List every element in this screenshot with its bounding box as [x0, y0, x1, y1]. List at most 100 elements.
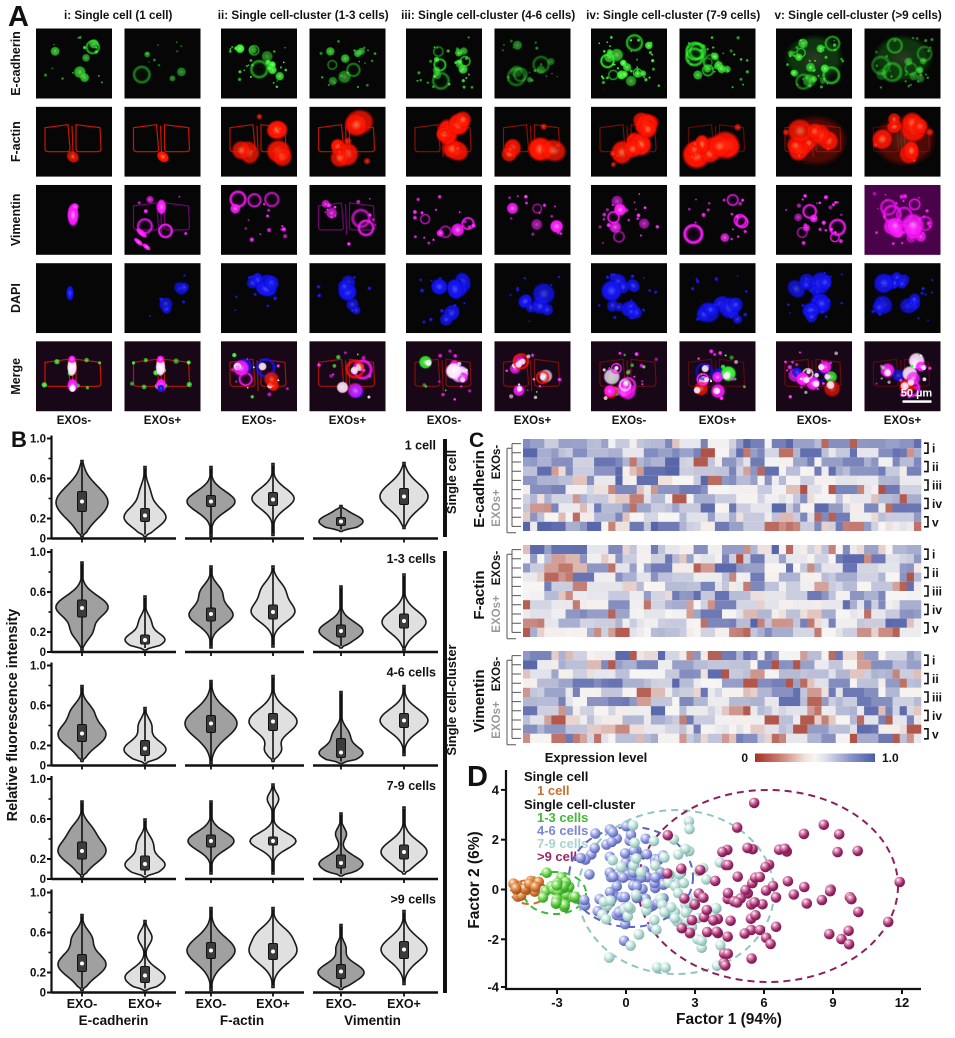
- svg-text:1.0: 1.0: [882, 751, 899, 765]
- svg-text:D: D: [467, 761, 488, 793]
- svg-text:EXOs-: EXOs-: [491, 657, 503, 692]
- svg-text:Single cell: Single cell: [524, 769, 588, 784]
- svg-text:i: i: [932, 548, 935, 562]
- svg-text:Merge: Merge: [9, 358, 23, 395]
- svg-text:0.6: 0.6: [30, 701, 46, 713]
- svg-text:1.0: 1.0: [30, 774, 46, 786]
- svg-text:0.2: 0.2: [30, 514, 46, 526]
- svg-text:Single cell-cluster: Single cell-cluster: [524, 797, 635, 812]
- svg-text:1-3 cells: 1-3 cells: [387, 552, 436, 566]
- svg-text:ii: Single cell-cluster (1-3 c: ii: Single cell-cluster (1-3 cells): [218, 9, 389, 22]
- svg-text:Vimentin: Vimentin: [9, 194, 23, 247]
- svg-text:7-9 cells: 7-9 cells: [537, 836, 588, 851]
- svg-text:4-6 cells: 4-6 cells: [387, 666, 436, 680]
- svg-text:i: i: [932, 654, 935, 668]
- svg-text:6: 6: [760, 995, 767, 1010]
- svg-text:iii: Single cell-cluster (4-6: iii: Single cell-cluster (4-6 cells): [401, 9, 575, 22]
- svg-text:EXOs-: EXOs-: [797, 415, 832, 427]
- svg-text:12: 12: [895, 995, 909, 1010]
- svg-text:EXOs-: EXOs-: [57, 415, 92, 427]
- svg-text:ii: ii: [932, 460, 939, 474]
- svg-text:0: 0: [40, 647, 46, 659]
- svg-text:i: Single cell (1 cell): i: Single cell (1 cell): [64, 9, 173, 22]
- svg-text:>9 cells: >9 cells: [390, 893, 436, 907]
- svg-text:1.0: 1.0: [30, 661, 46, 673]
- svg-text:Single cell-cluster: Single cell-cluster: [444, 644, 459, 755]
- svg-text:0: 0: [741, 751, 748, 765]
- svg-text:1.0: 1.0: [30, 547, 46, 559]
- svg-text:C: C: [469, 429, 484, 452]
- svg-text:7-9 cells: 7-9 cells: [387, 779, 436, 793]
- svg-text:-3: -3: [551, 995, 563, 1010]
- svg-text:-4: -4: [487, 980, 499, 995]
- svg-text:ii: ii: [932, 672, 939, 686]
- svg-text:E-cadherin: E-cadherin: [471, 450, 488, 528]
- svg-text:EXO-: EXO-: [196, 997, 227, 1011]
- svg-text:EXO-: EXO-: [67, 997, 98, 1011]
- svg-text:1-3 cells: 1-3 cells: [537, 810, 588, 825]
- svg-text:EXOs-: EXOs-: [491, 445, 503, 480]
- svg-text:v: v: [932, 621, 939, 635]
- svg-text:EXOs+: EXOs+: [491, 701, 503, 739]
- svg-text:iv: iv: [932, 603, 942, 617]
- svg-text:9: 9: [829, 995, 836, 1010]
- svg-text:EXO+: EXO+: [256, 997, 290, 1011]
- svg-text:A: A: [8, 1, 29, 33]
- svg-text:iii: iii: [932, 585, 942, 599]
- svg-text:1.0: 1.0: [30, 434, 46, 446]
- svg-text:ii: ii: [932, 566, 939, 580]
- svg-text:1 cell: 1 cell: [537, 783, 570, 798]
- svg-text:Relative fluorescence intensit: Relative fluorescence intensity: [5, 609, 21, 822]
- svg-text:E-cadherin: E-cadherin: [9, 31, 23, 96]
- svg-text:EXO-: EXO-: [326, 997, 357, 1011]
- svg-text:0: 0: [622, 995, 629, 1010]
- svg-text:0: 0: [492, 882, 499, 897]
- svg-text:-2: -2: [487, 932, 499, 947]
- svg-text:1.0: 1.0: [30, 888, 46, 900]
- svg-text:EXOs+: EXOs+: [329, 415, 367, 427]
- svg-text:0.2: 0.2: [30, 968, 46, 980]
- svg-text:4-6 cells: 4-6 cells: [537, 823, 588, 838]
- svg-text:i: i: [932, 442, 935, 456]
- svg-text:0.6: 0.6: [30, 814, 46, 826]
- svg-text:iv: iv: [932, 497, 942, 511]
- svg-text:EXOs-: EXOs-: [242, 415, 277, 427]
- svg-text:0.2: 0.2: [30, 627, 46, 639]
- svg-text:E-cadherin: E-cadherin: [79, 1013, 149, 1028]
- svg-text:EXOs+: EXOs+: [514, 415, 552, 427]
- svg-text:Factor 1 (94%): Factor 1 (94%): [676, 1011, 782, 1028]
- svg-text:EXOs+: EXOs+: [491, 595, 503, 633]
- svg-text:0.6: 0.6: [30, 587, 46, 599]
- svg-text:3: 3: [691, 995, 698, 1010]
- svg-text:F-actin: F-actin: [9, 121, 23, 162]
- svg-text:0: 0: [40, 761, 46, 773]
- svg-text:0.6: 0.6: [30, 474, 46, 486]
- svg-text:iii: iii: [932, 479, 942, 493]
- svg-text:B: B: [11, 427, 27, 452]
- svg-text:1 cell: 1 cell: [405, 439, 436, 453]
- svg-text:F-actin: F-actin: [220, 1013, 264, 1028]
- svg-text:Expression level: Expression level: [545, 750, 648, 765]
- svg-text:Single cell: Single cell: [444, 450, 459, 514]
- svg-text:iv: Single cell-cluster (7-9 c: iv: Single cell-cluster (7-9 cells): [586, 9, 760, 22]
- svg-text:0.2: 0.2: [30, 854, 46, 866]
- svg-text:EXOs-: EXOs-: [612, 415, 647, 427]
- svg-text:50 µm: 50 µm: [901, 387, 933, 399]
- svg-text:EXOs-: EXOs-: [427, 415, 462, 427]
- svg-text:F-actin: F-actin: [471, 570, 488, 619]
- svg-text:0.2: 0.2: [30, 741, 46, 753]
- svg-text:2: 2: [492, 832, 499, 847]
- svg-text:v: Single cell-cluster (>9 cel: v: Single cell-cluster (>9 cells): [775, 9, 942, 22]
- svg-text:0: 0: [40, 874, 46, 886]
- svg-text:0.6: 0.6: [30, 928, 46, 940]
- svg-text:Vimentin: Vimentin: [344, 1013, 401, 1028]
- svg-text:EXOs-: EXOs-: [491, 551, 503, 586]
- svg-text:Vimentin: Vimentin: [471, 669, 488, 732]
- svg-text:iii: iii: [932, 691, 942, 705]
- svg-text:EXOs+: EXOs+: [699, 415, 737, 427]
- svg-text:4: 4: [492, 782, 500, 797]
- svg-text:EXO+: EXO+: [128, 997, 162, 1011]
- svg-text:EXO+: EXO+: [387, 997, 421, 1011]
- svg-text:DAPI: DAPI: [9, 283, 23, 313]
- svg-text:0: 0: [40, 534, 46, 546]
